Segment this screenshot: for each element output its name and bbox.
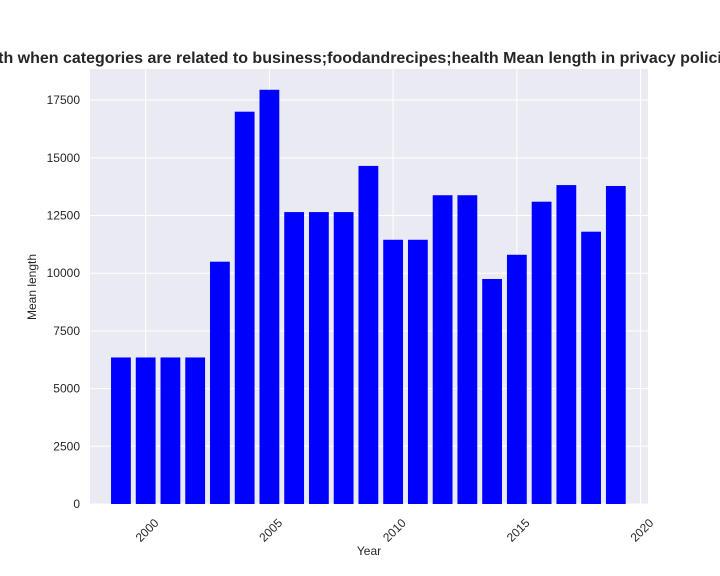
x-tick-label: 2010	[380, 516, 409, 545]
x-tick-label: 2015	[504, 516, 533, 545]
y-tick-label: 15000	[47, 151, 81, 165]
x-axis-label: Year	[357, 544, 381, 558]
y-tick-label: 12500	[47, 209, 81, 223]
y-tick-label: 17500	[47, 93, 81, 107]
bar-2009	[358, 165, 379, 504]
bar-2018	[581, 231, 601, 504]
y-tick-label: 0	[73, 497, 80, 511]
y-axis-label: Mean length	[25, 254, 39, 320]
bar-2019	[605, 186, 626, 504]
bar-2005	[259, 89, 280, 505]
x-tick-label: 2000	[133, 516, 162, 545]
bar-2015	[506, 254, 527, 504]
bar-2002	[185, 357, 206, 504]
bar-2012	[432, 195, 453, 504]
y-tick-label: 10000	[47, 266, 81, 280]
bar-2014	[482, 279, 503, 504]
bar-2010	[383, 239, 404, 504]
bar-2006	[284, 212, 305, 505]
bar-2011	[407, 239, 428, 504]
y-tick-label: 5000	[53, 382, 80, 396]
bar-2003	[210, 261, 230, 504]
x-tick-labels: 2000 2005 2010 2015 2020	[133, 516, 657, 545]
y-tick-label: 7500	[53, 324, 80, 338]
bar-1999	[111, 357, 131, 504]
y-tick-label: 2500	[53, 439, 80, 453]
chart-title: Mean length when categories are related …	[0, 50, 720, 67]
bar-2004	[234, 111, 255, 504]
bar-2016	[531, 201, 552, 504]
x-tick-label: 2020	[628, 516, 657, 545]
bars	[111, 89, 626, 505]
x-tick-label: 2005	[256, 516, 285, 545]
bar-2008	[333, 212, 354, 505]
y-tick-labels: 0 2500 5000 7500 10000 12500 15000 17500	[47, 93, 81, 511]
bar-2001	[160, 357, 181, 504]
bar-2007	[308, 212, 329, 505]
bar-2017	[556, 185, 577, 505]
bar-2013	[457, 195, 478, 504]
bar-2000	[135, 357, 156, 504]
